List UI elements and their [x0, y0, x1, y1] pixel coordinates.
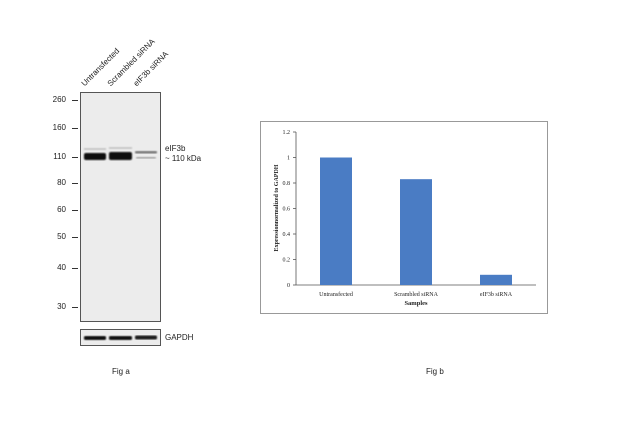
- mw-tick-40: [72, 268, 78, 269]
- x-tick-label: Scrambled siRNA: [394, 292, 438, 298]
- mw-tick-80: [72, 183, 78, 184]
- fig-b-caption: Fig b: [426, 367, 444, 376]
- gapdh-label: GAPDH: [165, 333, 194, 342]
- y-tick-label: 0: [287, 283, 290, 289]
- band-untransfected: [84, 153, 106, 160]
- gapdh-bands: [84, 335, 157, 340]
- mw-marker-110: 110: [53, 152, 66, 161]
- band-eif3b-sirna: [135, 151, 157, 154]
- mw-marker-60: 60: [57, 205, 66, 214]
- x-axis-label: Samples: [404, 300, 428, 307]
- mw-tick-160: [72, 128, 78, 129]
- y-axis-label: Expressionnormalized to GAPDH: [274, 164, 280, 251]
- bar-chart: 0 0.2 0.4 0.6 0.8 1 1.2 Untransfected Scrambled…: [274, 130, 536, 307]
- bar-untransfected: [320, 157, 352, 285]
- mw-tick-260: [72, 100, 78, 101]
- band-eif3b-sirna-lower: [136, 157, 156, 159]
- mw-marker-30: 30: [57, 302, 66, 311]
- mw-tick-50: [72, 237, 78, 238]
- band-annotation: eIF3b ~ 110 kDa: [165, 144, 201, 164]
- bar-eif3b-sirna: [480, 274, 512, 285]
- blot-membrane: [80, 92, 161, 322]
- y-tick-label: 1.2: [283, 130, 291, 136]
- mw-marker-40: 40: [57, 263, 66, 272]
- mw-marker-50: 50: [57, 232, 66, 241]
- y-tick-label: 1: [287, 156, 290, 162]
- fig-a-caption: Fig a: [112, 367, 130, 376]
- mw-tick-30: [72, 307, 78, 308]
- band-label-size: ~ 110 kDa: [165, 154, 202, 163]
- mw-marker-160: 160: [52, 123, 66, 132]
- gapdh-blot: [80, 329, 161, 346]
- band-scrambled: [109, 152, 132, 160]
- y-tick-label: 0.8: [283, 181, 291, 187]
- y-tick-label: 0.4: [283, 232, 291, 238]
- mw-tick-110: [72, 157, 78, 158]
- blot-bands: [84, 147, 157, 160]
- mw-marker-260: 260: [52, 95, 66, 104]
- band-label-protein: eIF3b: [165, 144, 186, 153]
- mw-marker-80: 80: [57, 178, 66, 187]
- y-tick-label: 0.2: [283, 258, 291, 264]
- bar-scrambled-sirna: [400, 179, 432, 285]
- bar-chart-frame: 0 0.2 0.4 0.6 0.8 1 1.2 Untransfected Scrambled…: [260, 121, 548, 314]
- mw-tick-60: [72, 210, 78, 211]
- x-tick-label: Untransfected: [319, 291, 353, 298]
- y-tick-label: 0.6: [283, 207, 291, 213]
- x-tick-label: eIF3b siRNA: [480, 292, 513, 298]
